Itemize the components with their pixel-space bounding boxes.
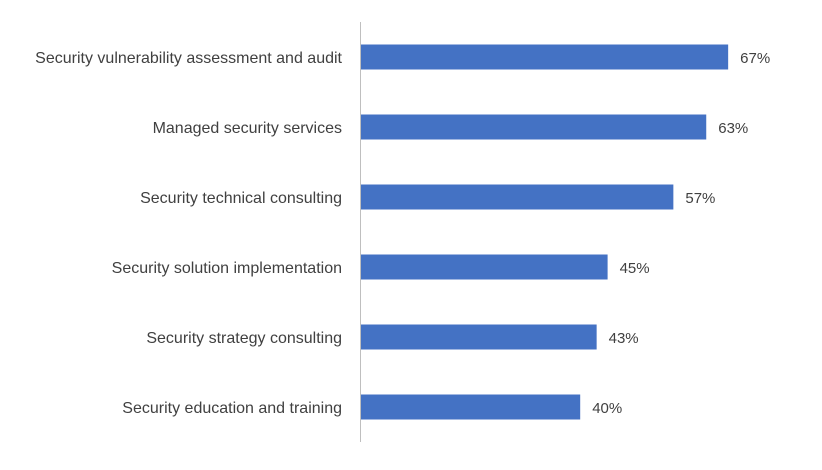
category-label: Managed security services [153, 120, 342, 137]
bar [361, 114, 707, 140]
bar [361, 324, 597, 350]
data-label: 43% [609, 330, 639, 347]
bar [361, 184, 674, 210]
data-label: 67% [740, 50, 770, 67]
data-label: 40% [592, 400, 622, 417]
category-label: Security strategy consulting [146, 330, 342, 347]
data-label: 45% [620, 260, 650, 277]
bar [361, 44, 729, 70]
bar [361, 394, 581, 420]
category-labels: Security vulnerability assessment and au… [35, 50, 342, 417]
category-label: Security vulnerability assessment and au… [35, 50, 342, 67]
value-labels: 67% 63% 57% 45% 43% 40% [592, 50, 770, 417]
data-label: 57% [685, 190, 715, 207]
data-label: 63% [718, 120, 748, 137]
bars-layer [361, 44, 729, 420]
category-label: Security solution implementation [112, 260, 342, 277]
bar [361, 254, 608, 280]
category-label: Security education and training [122, 400, 342, 417]
category-label: Security technical consulting [140, 190, 342, 207]
